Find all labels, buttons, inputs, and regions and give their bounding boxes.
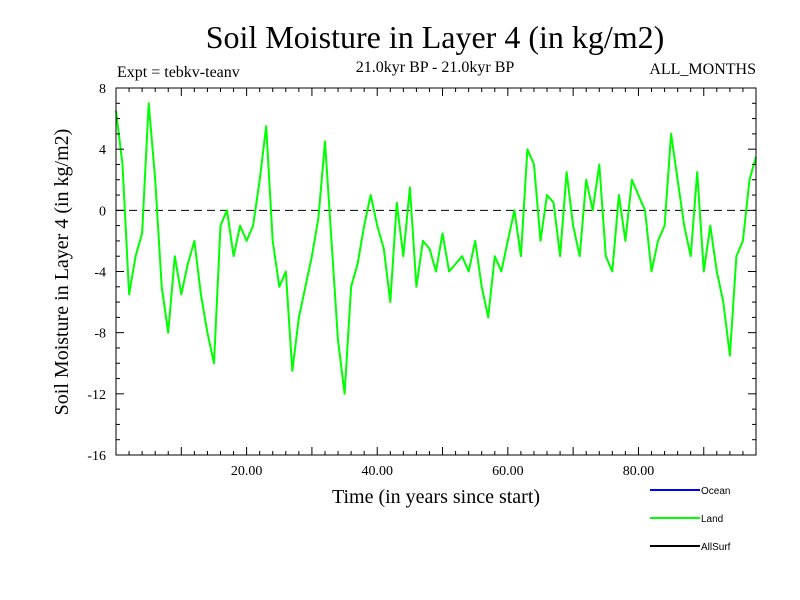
series-line-land [115, 102, 757, 395]
legend: Ocean Land AllSurf [650, 486, 731, 553]
x-tick-label: 20.00 [231, 464, 263, 479]
x-tick-label: 60.00 [492, 464, 524, 479]
chart-subtitle: 21.0kyr BP - 21.0kyr BP [356, 59, 515, 76]
y-tick-label: 4 [99, 143, 106, 158]
y-tick-label: -4 [94, 266, 106, 281]
y-tick-label: 8 [99, 82, 106, 97]
period-label: ALL_MONTHS [649, 61, 756, 78]
x-tick-label: 40.00 [361, 464, 393, 479]
plot-area: 8 4 0 -4 -8 -12 -16 20.00 40.00 60.00 80.00 [87, 82, 757, 479]
y-axis-label: Soil Moisture in Layer 4 (in kg/m2) [51, 129, 73, 416]
x-axis-label: Time (in years since start) [332, 486, 540, 508]
x-tick-label: 80.00 [623, 464, 655, 479]
legend-label-allsurf: AllSurf [701, 542, 731, 553]
legend-label-land: Land [701, 514, 723, 525]
chart-title: Soil Moisture in Layer 4 (in kg/m2) [206, 19, 665, 55]
experiment-label: Expt = tebkv-teanv [117, 64, 240, 81]
y-tick-label: -16 [87, 449, 106, 464]
legend-label-ocean: Ocean [701, 486, 730, 497]
y-tick-label: 0 [99, 204, 106, 219]
y-tick-label: -12 [87, 388, 106, 403]
y-tick-label: -8 [94, 327, 106, 342]
